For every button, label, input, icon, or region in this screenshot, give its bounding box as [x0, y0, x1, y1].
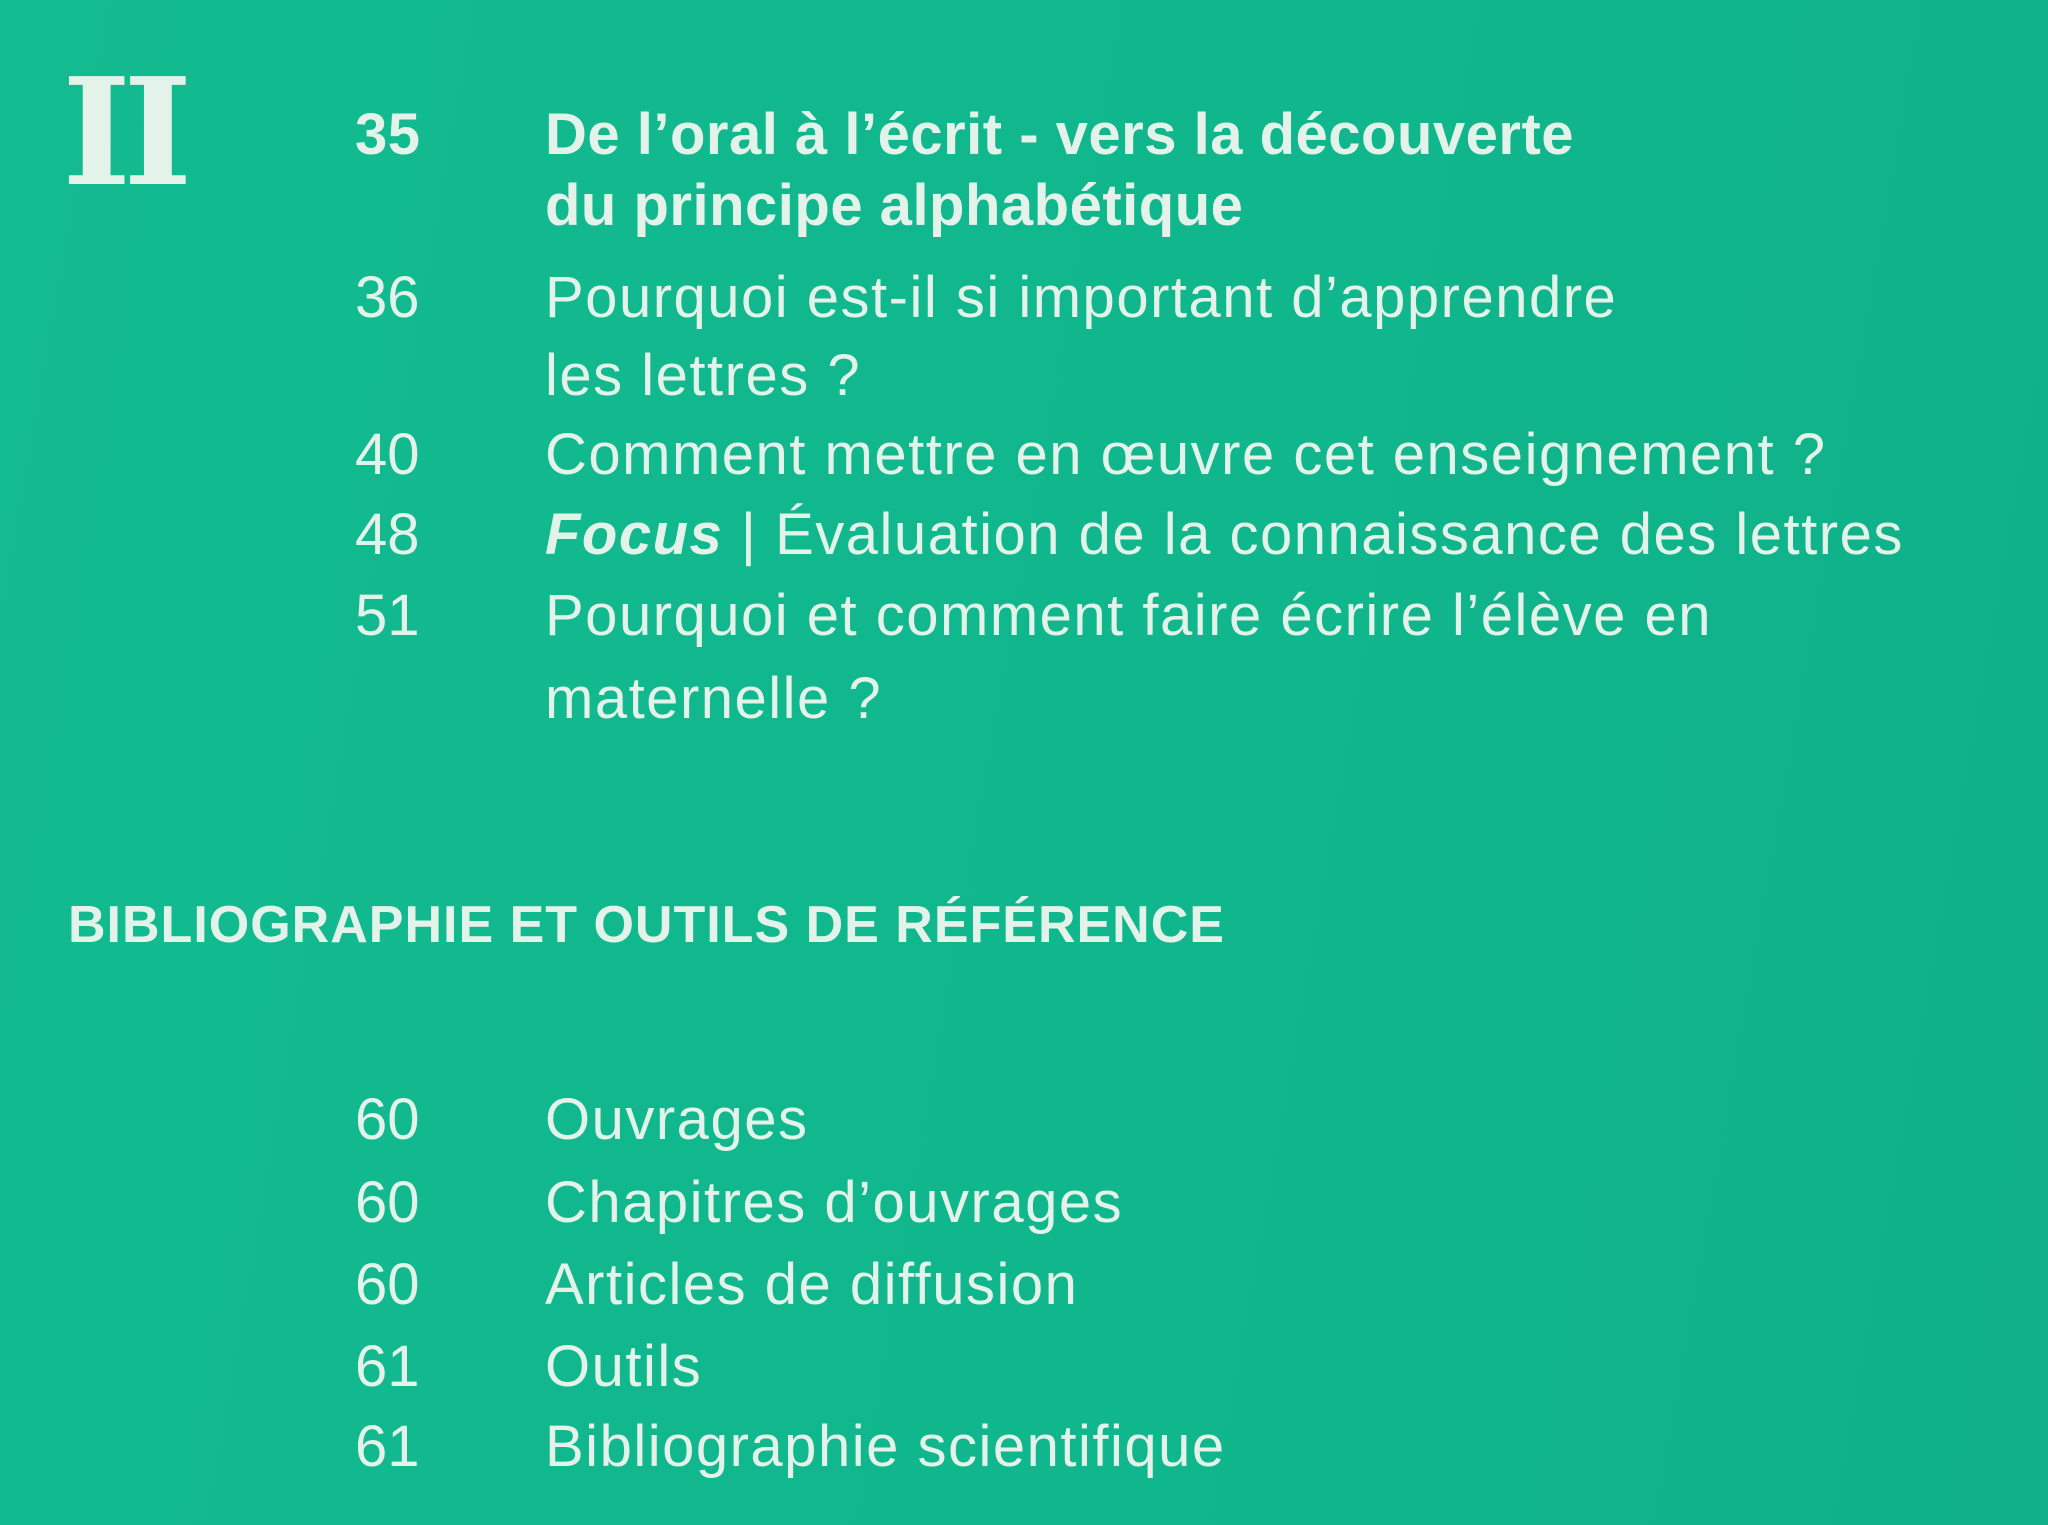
entry-title: Chapitres d’ouvrages	[545, 1170, 1124, 1235]
page-number: 61	[355, 1414, 420, 1479]
entry-title: Articles de diffusion	[545, 1252, 1079, 1317]
page-number: 51	[355, 583, 420, 648]
focus-label: Focus	[545, 502, 724, 567]
entry-title: Bibliographie scientifique	[545, 1414, 1226, 1479]
page-number: 36	[355, 265, 420, 330]
entry-title: maternelle ?	[545, 666, 883, 731]
section-numeral: II	[62, 45, 192, 219]
entry-title: les lettres ?	[545, 343, 862, 408]
page-number: 60	[355, 1087, 420, 1152]
page-number: 48	[355, 502, 420, 567]
entry-title: Pourquoi et comment faire écrire l’élève…	[545, 583, 1713, 648]
entry-title: Ouvrages	[545, 1087, 809, 1152]
entry-title: Pourquoi est-il si important d’apprendre	[545, 265, 1618, 330]
entry-title: Focus | Évaluation de la connaissance de…	[545, 494, 1904, 576]
page-number: 60	[355, 1170, 420, 1235]
page-number: 40	[355, 422, 420, 487]
bibliography-heading: BIBLIOGRAPHIE ET OUTILS DE RÉFÉRENCE	[68, 896, 1225, 954]
page-number: 60	[355, 1252, 420, 1317]
entry-title: Comment mettre en œuvre cet enseignement…	[545, 422, 1827, 487]
entry-title: Outils	[545, 1334, 703, 1399]
entry-title: De l’oral à l’écrit - vers la découverte	[545, 102, 1575, 167]
page-number: 61	[355, 1334, 420, 1399]
entry-title-text: | Évaluation de la connaissance des lett…	[723, 502, 1904, 567]
entry-title: du principe alphabétique	[545, 173, 1244, 238]
page-number: 35	[355, 102, 421, 167]
